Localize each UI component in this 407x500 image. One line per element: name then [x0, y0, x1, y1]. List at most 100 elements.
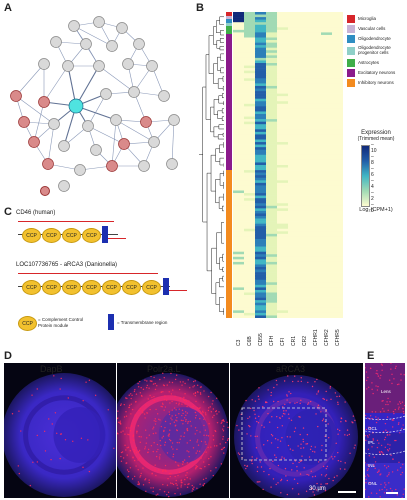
network-node — [168, 114, 180, 126]
micrograph-title-polr2a: Polr2a.L — [147, 364, 181, 374]
panel-label-d: D — [4, 350, 12, 362]
heatmap-column-label: CFH — [268, 335, 275, 346]
annotation-segment — [226, 12, 232, 16]
ccp-domain: CCP — [22, 228, 41, 243]
fish-domain-title: LOC107736765 - aRCA3 (Danionella) — [16, 262, 118, 268]
legend-label: Inhibitory neurons — [358, 79, 394, 85]
celltype-legend-item: Excitatory neurons — [347, 68, 404, 78]
network-node — [138, 160, 150, 172]
panel-label-a: A — [4, 2, 12, 14]
ccp-domain: CCP — [122, 280, 141, 295]
dendrogram — [199, 16, 224, 315]
protein-network — [10, 16, 180, 192]
expression-heatmap — [233, 12, 344, 319]
legend-tm-box — [108, 314, 114, 330]
legend-swatch — [347, 59, 355, 67]
network-node — [146, 60, 158, 72]
fish-tm-region — [163, 278, 169, 295]
network-node — [74, 164, 86, 176]
network-node — [38, 58, 50, 70]
fish-signal-line — [18, 273, 158, 274]
ccp-domain: CCP — [62, 280, 81, 295]
network-node — [58, 140, 70, 152]
colorbar-unit: Log₂(CPM+1) — [359, 207, 393, 213]
network-node — [80, 38, 92, 50]
heatmap-column-label: CR1 — [290, 335, 297, 346]
network-node — [10, 90, 22, 102]
colorbar-tick: – 2 — [371, 190, 374, 202]
ccp-domain: CCP — [62, 228, 81, 243]
network-node — [93, 16, 105, 28]
network-node — [110, 114, 122, 126]
legend-swatch — [347, 79, 355, 87]
network-node — [18, 116, 30, 128]
ccp-domain: CCP — [42, 228, 61, 243]
legend-label: Excitatory neurons — [358, 69, 396, 75]
fish-tail-line — [169, 290, 187, 291]
colorbar-tick: – 6 — [371, 166, 374, 178]
network-node — [38, 96, 50, 108]
network-node — [68, 98, 84, 114]
legend-swatch — [347, 15, 355, 23]
scalebar-line — [338, 491, 356, 493]
panel-label-c: C — [4, 206, 12, 218]
network-node — [116, 22, 128, 34]
label-onl: ONL — [368, 481, 378, 486]
legend-tm-text: = Transmembrane region — [117, 320, 168, 325]
ccp-domain: CCP — [42, 280, 61, 295]
label-gcl: GCL — [368, 426, 378, 431]
celltype-legend-item: Astrocytes — [347, 58, 404, 68]
network-node — [128, 86, 140, 98]
micrograph-arca3 — [230, 363, 363, 498]
annotation-segment — [226, 23, 232, 26]
colorbar-tick: – 8 — [371, 154, 374, 166]
celltype-legend-item: Inhibitory neurons — [347, 78, 404, 88]
celltype-legend-item: Oligodendrocyte — [347, 34, 404, 44]
network-node — [58, 180, 70, 192]
zoom-scalebar — [386, 492, 398, 494]
heatmap-column-label: CFHR2 — [323, 329, 330, 346]
annotation-segment — [226, 170, 232, 318]
heatmap-column-label: CR2 — [301, 335, 308, 346]
annotation-segment — [226, 16, 232, 19]
network-node — [106, 40, 118, 52]
legend-label: Microglia — [358, 15, 377, 21]
colorbar-tick: – 10 — [371, 142, 377, 154]
label-inl: INL — [368, 463, 376, 468]
ccp-domain: CCP — [82, 280, 101, 295]
network-node — [68, 20, 80, 32]
legend-ccp-oval: CCP — [18, 316, 37, 331]
heatmap-column-labels: C3 C6B CD55 CFH CFI CR1 CR2 CFHR1 CFHR2 CFHR5 — [233, 320, 343, 346]
network-node — [50, 36, 62, 48]
panel-label-e: E — [367, 350, 375, 362]
network-node — [106, 160, 118, 172]
domain-diagram: CD46 (human) CCP CCP CCP CCP LOC107736765 -… — [16, 210, 196, 348]
micrograph-dapb — [4, 363, 116, 498]
scalebar-label: 30 µm — [309, 486, 326, 492]
micrograph-polr2a — [117, 363, 229, 498]
network-node — [62, 60, 74, 72]
heatmap-column-label: CFHR5 — [334, 329, 341, 346]
network-node — [42, 158, 54, 170]
label-lens: Lens — [381, 389, 391, 394]
network-node — [82, 120, 94, 132]
legend-swatch — [347, 25, 355, 33]
ccp-domain: CCP — [82, 228, 101, 243]
annotation-segment — [226, 26, 232, 34]
celltype-annotation-bar — [226, 12, 232, 318]
legend-node-icon — [40, 186, 50, 196]
micrograph-zoom — [365, 363, 405, 498]
annotation-segment — [226, 19, 232, 23]
legend-label: Astrocytes — [358, 59, 380, 65]
heatmap-column-label: CD55 — [257, 333, 264, 346]
network-node — [100, 88, 112, 100]
panel-label-b: B — [196, 2, 204, 14]
celltype-legend: Microglia Vascular cells Oligodendrocyte Ol… — [347, 14, 404, 88]
network-node — [93, 60, 105, 72]
legend-swatch — [347, 35, 355, 43]
ccp-domain: CCP — [102, 280, 121, 295]
network-node — [90, 144, 102, 156]
ccp-domain: CCP — [142, 280, 161, 295]
network-node — [148, 136, 160, 148]
legend-ccp-text: = Complement Control Protein module — [38, 317, 84, 328]
